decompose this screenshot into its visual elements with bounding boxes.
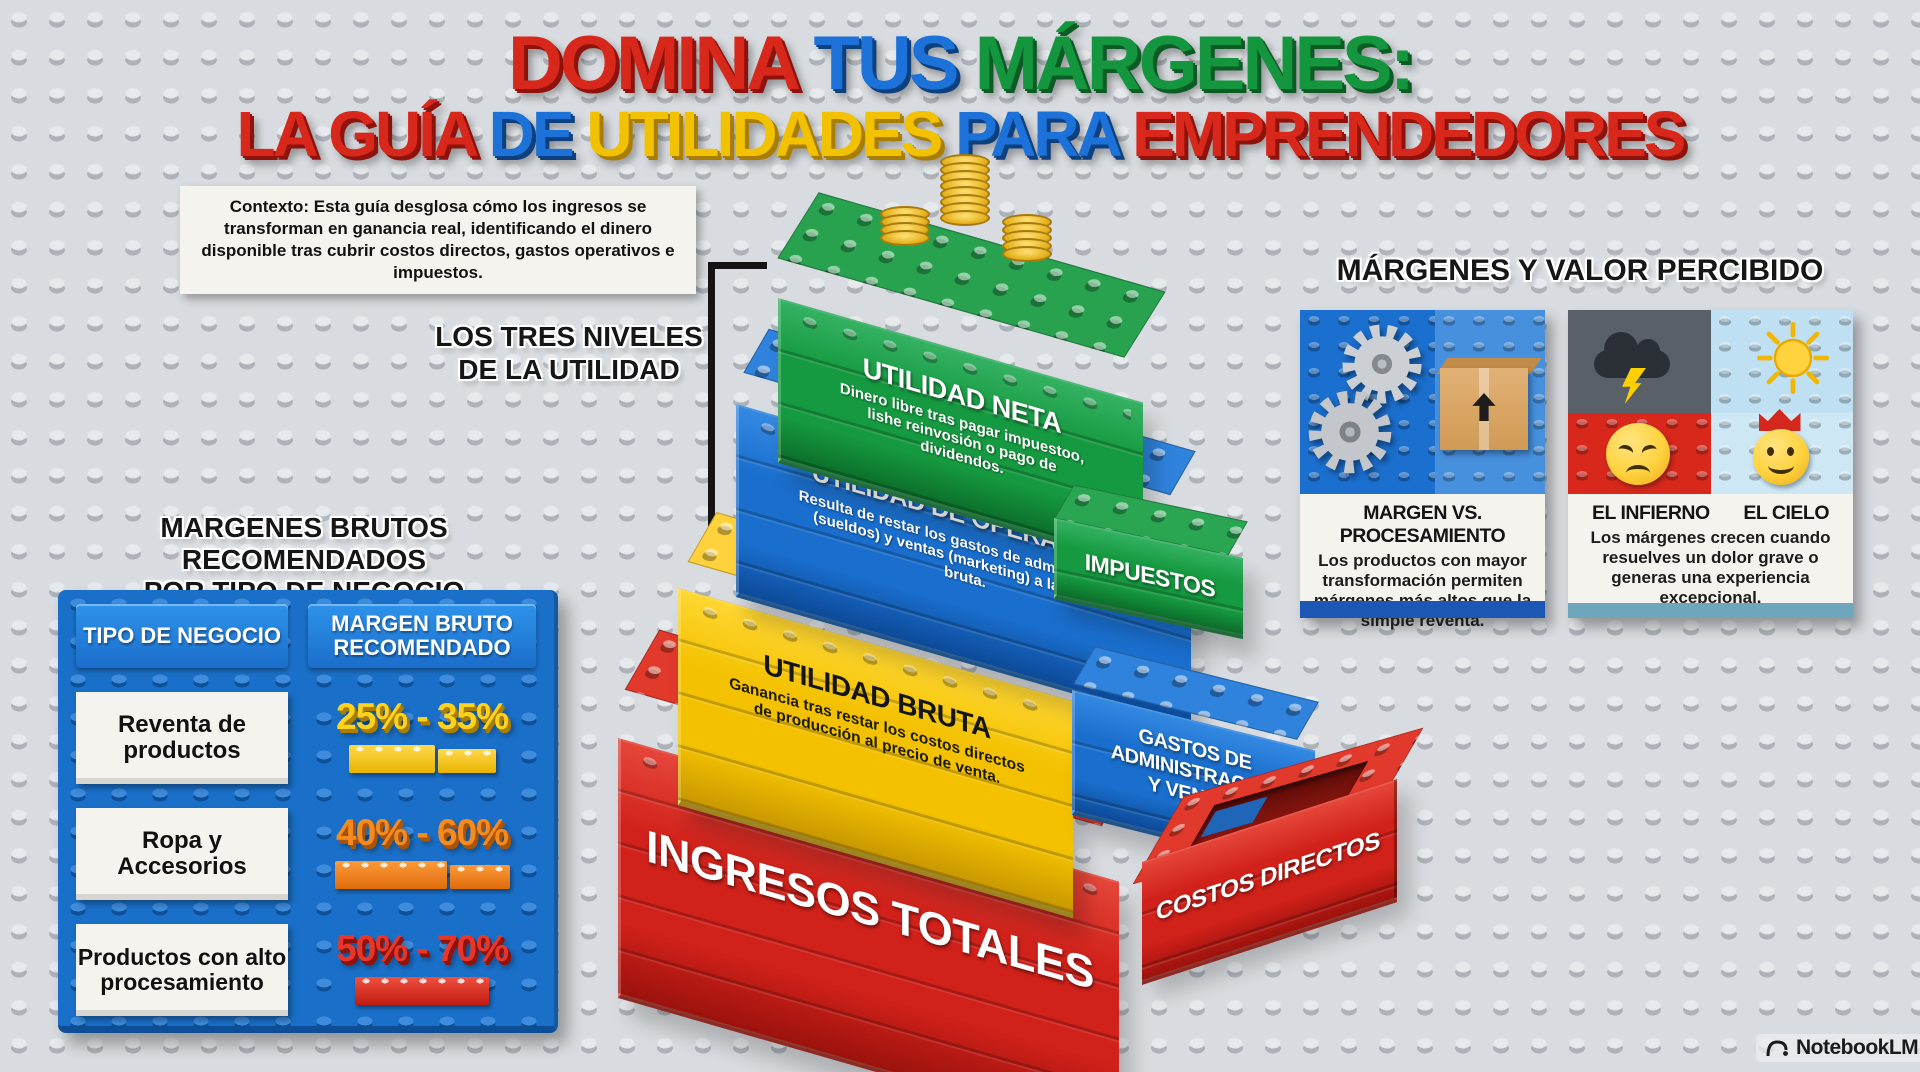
table-row3-margen: 50% - 70% (308, 930, 536, 1005)
table-title-line1: MARGENES BRUTOS RECOMENDADOS (160, 512, 448, 576)
watermark-label: NotebookLM (1796, 1036, 1919, 1059)
yellow-bricks-icon (308, 745, 536, 773)
card1-bottom-strip (1300, 601, 1545, 618)
watermark: NotebookLM (1756, 1034, 1920, 1062)
notebooklm-logo-icon (1766, 1040, 1788, 1057)
card-infierno-cielo: EL INFIERNO EL CIELO Los márgenes crecen… (1568, 310, 1853, 618)
sad-face-icon (1606, 423, 1670, 486)
title-word-para: PARA (955, 98, 1120, 170)
card2-heading-cielo: EL CIELO (1743, 502, 1829, 524)
levels-label: LOS TRES NIVELES DE LA UTILIDAD (428, 320, 710, 386)
table-row2-margen: 40% - 60% (308, 814, 536, 889)
pain-panel (1568, 413, 1711, 494)
table-header-tipo: TIPO DE NEGOCIO (76, 604, 288, 668)
card2-bottom-strip (1568, 603, 1853, 618)
happy-face-icon (1752, 429, 1809, 486)
crown-icon (1758, 409, 1801, 432)
main-title-line2: LA GUÍA DE UTILIDADES PARA EMPRENDEDORES (0, 102, 1920, 166)
table-row1-tipo: Reventa de productos (76, 692, 288, 784)
table-header-margen: MARGEN BRUTO RECOMENDADO (308, 604, 536, 668)
card2-headings: EL INFIERNO EL CIELO (1578, 502, 1843, 525)
storm-panel (1568, 310, 1711, 414)
levels-label-line2: DE LA UTILIDAD (458, 354, 680, 386)
table-row1-margen: 25% - 35% (308, 698, 536, 773)
up-arrow-icon (1472, 393, 1496, 421)
coins-icon (880, 154, 1070, 302)
card1-image (1300, 310, 1545, 494)
orange-bricks-icon (308, 861, 536, 889)
main-title-line1: DOMINA TUS MÁRGENES: (0, 26, 1920, 102)
title-word-tus: TUS (813, 21, 959, 106)
gear-icon (1342, 324, 1422, 404)
table-row3-value: 50% - 70% (336, 928, 509, 969)
card1-heading: MARGEN VS. PROCESAMIENTO (1339, 502, 1506, 547)
perceived-title: MÁRGENES Y VALOR PERCIBIDO (1336, 254, 1824, 287)
storm-cloud-icon (1594, 332, 1670, 378)
table-row2-tipo: Ropa y Accesorios (76, 808, 288, 900)
heaven-panel (1710, 409, 1853, 494)
sun-icon (1756, 322, 1829, 394)
title-word-emprendedores: EMPRENDEDORES (1132, 98, 1686, 170)
card-margen-vs-procesamiento: MARGEN VS. PROCESAMIENTO Los productos c… (1300, 310, 1545, 630)
red-bricks-icon (308, 977, 536, 1005)
table-row3-tipo: Productos con alto procesamiento (76, 924, 288, 1016)
gear-icon (1308, 390, 1392, 474)
context-box: Contexto: Esta guía desglosa cómo los in… (180, 186, 696, 295)
title-word-margenes: MÁRGENES: (974, 21, 1415, 106)
sky-panel (1710, 310, 1853, 414)
title-word-de: DE (488, 98, 575, 170)
title-word-utilidades: UTILIDADES (586, 98, 943, 170)
levels-label-line1: LOS TRES NIVELES (435, 321, 703, 352)
card2-heading-infierno: EL INFIERNO (1592, 502, 1710, 524)
table-row1-value: 25% - 35% (336, 696, 509, 737)
card2-text: EL INFIERNO EL CIELO Los márgenes crecen… (1568, 494, 1853, 608)
impuestos-label: IMPUESTOS (1084, 548, 1216, 603)
margins-table-board: TIPO DE NEGOCIO MARGEN BRUTO RECOMENDADO… (58, 590, 558, 1033)
card1-body: Los productos con mayor transformación p… (1314, 551, 1531, 631)
title-word-laguia: LA GUÍA (236, 98, 477, 170)
table-row2-value: 40% - 60% (336, 812, 509, 853)
title-word-domina: DOMINA (507, 21, 798, 106)
card2-body: Los márgenes crecen cuando resuelves un … (1590, 528, 1831, 608)
card2-image (1568, 310, 1853, 494)
